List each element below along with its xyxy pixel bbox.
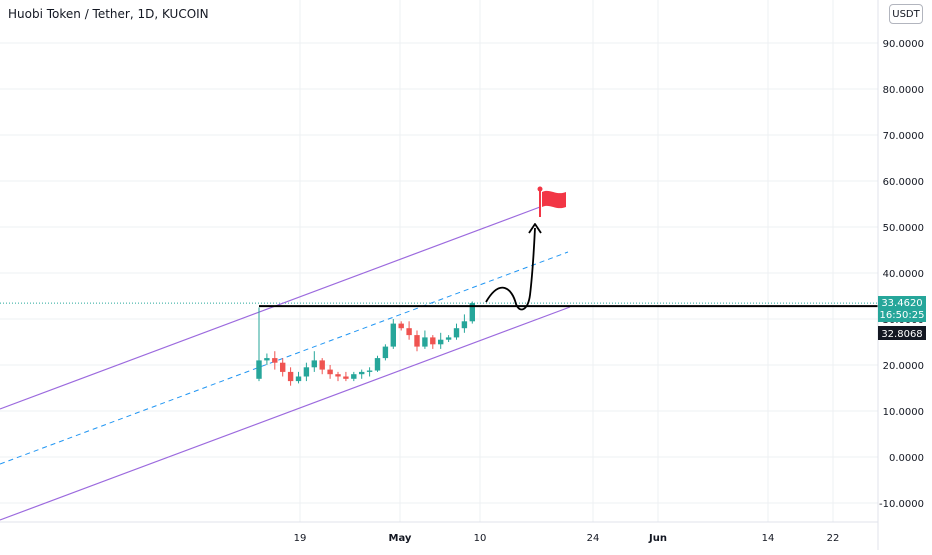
time-tick-label: May [389, 533, 412, 544]
time-tick-label: 22 [827, 533, 840, 544]
channel-lower-line[interactable] [0, 306, 571, 521]
price-tick-label: 80.0000 [883, 85, 924, 96]
candle-body [438, 339, 444, 345]
projection-path[interactable] [485, 227, 536, 311]
price-tick-label: 40.0000 [883, 269, 924, 280]
candle-body [295, 376, 302, 382]
candle-body [414, 335, 420, 347]
candle-body [359, 371, 365, 375]
candle-body [469, 303, 475, 322]
time-tick-label: 19 [294, 533, 307, 544]
candle-body [287, 371, 294, 382]
time-tick-label: Jun [648, 533, 667, 544]
price-axis[interactable]: 90.0000 80.0000 70.0000 60.0000 50.0000 40.00… [877, 0, 924, 550]
price-tick-label: 50.0000 [883, 223, 924, 234]
grid [0, 0, 878, 522]
candle-body [256, 360, 262, 379]
candles [256, 301, 475, 386]
projection-arrowhead [528, 223, 542, 234]
candle-body [366, 370, 373, 372]
channel-drawings[interactable] [0, 206, 878, 521]
price-tick-label: 0.0000 [889, 453, 924, 464]
annotation-drawings[interactable] [259, 186, 878, 311]
candle-body [303, 367, 310, 377]
last-price-label: 33.4620 [881, 298, 922, 309]
line-level-label: 32.8068 [881, 329, 922, 340]
candle-body [327, 369, 333, 375]
price-tick-label: 60.0000 [883, 177, 924, 188]
candle-body [445, 337, 452, 340]
candle-body [398, 323, 404, 329]
price-tick-label: -10.0000 [879, 499, 924, 510]
candle-body [374, 358, 381, 371]
candle-body [430, 337, 436, 345]
flag-pole-tip [537, 186, 543, 192]
price-tick-label: 70.0000 [883, 131, 924, 142]
candle-body [351, 374, 357, 379]
candle-body [453, 328, 460, 338]
currency-button[interactable]: USDT [889, 4, 923, 24]
candle-body [319, 360, 325, 370]
chart-title: Huobi Token / Tether, 1D, KUCOIN [8, 7, 209, 21]
candle-body [335, 374, 341, 377]
price-tick-label: 20.0000 [883, 361, 924, 372]
candle-body [311, 360, 317, 368]
time-tick-label: 14 [762, 533, 775, 544]
candle-body [264, 358, 270, 361]
price-tick-label: 10.0000 [883, 407, 924, 418]
candle-body [390, 323, 396, 347]
countdown-label: 16:50:25 [880, 310, 925, 321]
candle-body [461, 321, 468, 329]
channel-midline[interactable] [0, 251, 569, 465]
candle-body [280, 362, 286, 372]
channel-upper-line[interactable] [0, 206, 541, 410]
flag-icon[interactable] [542, 190, 566, 209]
price-labels: 33.4620 16:50:25 32.8068 [878, 296, 926, 340]
time-axis[interactable]: 19 May 10 24 Jun 14 22 [0, 521, 878, 544]
candle-body [406, 328, 412, 336]
candle-body [382, 346, 389, 359]
candle-body [422, 337, 428, 347]
price-tick-label: 90.0000 [883, 39, 924, 50]
time-tick-label: 10 [474, 533, 487, 544]
line-level-label-bg [878, 326, 926, 340]
last-price-label-bg [878, 296, 926, 322]
candle-body [272, 358, 278, 363]
time-tick-label: 24 [587, 533, 600, 544]
candle-body [343, 376, 349, 379]
